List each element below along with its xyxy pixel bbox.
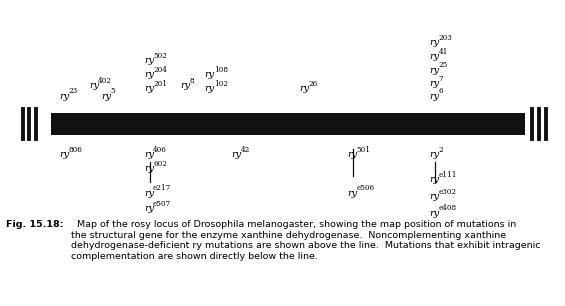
Text: ry: ry (144, 84, 154, 93)
Text: 501: 501 (357, 146, 371, 154)
Text: e302: e302 (438, 188, 457, 196)
Text: 5: 5 (111, 88, 115, 95)
Text: ry: ry (429, 151, 440, 159)
Text: 23: 23 (68, 88, 77, 95)
Text: 806: 806 (68, 146, 82, 154)
Text: Map of the rosy locus of Drosophila melanogaster, showing the map position of mu: Map of the rosy locus of Drosophila mela… (71, 220, 540, 260)
Text: 402: 402 (98, 77, 112, 85)
Text: ry: ry (429, 38, 440, 47)
Text: 26: 26 (308, 80, 318, 88)
Text: 41: 41 (438, 48, 448, 56)
Text: ry: ry (59, 92, 69, 101)
Text: 42: 42 (241, 146, 250, 154)
Text: 8: 8 (190, 77, 194, 85)
Text: e507: e507 (153, 200, 171, 208)
Text: 204: 204 (153, 66, 167, 74)
Text: ry: ry (144, 204, 154, 213)
Text: ry: ry (144, 57, 154, 65)
Text: e506: e506 (357, 185, 375, 192)
Text: ry: ry (89, 81, 99, 90)
Text: ry: ry (347, 151, 358, 159)
Text: ry: ry (429, 66, 440, 75)
Text: ry: ry (205, 70, 215, 79)
Text: ry: ry (205, 84, 215, 93)
Text: ry: ry (144, 189, 154, 198)
Text: 108: 108 (214, 66, 228, 74)
Text: ry: ry (429, 175, 440, 184)
Text: ry: ry (429, 80, 440, 88)
Text: Fig. 15.18:: Fig. 15.18: (6, 220, 63, 229)
Text: 406: 406 (153, 146, 167, 154)
Text: ry: ry (429, 192, 440, 201)
Text: 203: 203 (438, 34, 452, 42)
Text: e111: e111 (438, 171, 457, 179)
Text: 6: 6 (438, 88, 443, 95)
Text: ry: ry (232, 151, 242, 159)
Text: ry: ry (429, 52, 440, 61)
Text: ry: ry (429, 92, 440, 101)
Text: ry: ry (144, 70, 154, 79)
Text: ry: ry (102, 92, 112, 101)
Text: e217: e217 (153, 185, 171, 192)
Text: ry: ry (347, 189, 358, 198)
Text: 7: 7 (438, 75, 443, 83)
FancyBboxPatch shape (51, 113, 525, 135)
Text: ry: ry (429, 209, 440, 218)
Text: 25: 25 (438, 62, 447, 69)
Text: ry: ry (59, 151, 69, 159)
Text: e408: e408 (438, 204, 457, 212)
Text: 502: 502 (153, 52, 167, 60)
Text: ry: ry (299, 84, 310, 93)
Text: 2: 2 (438, 146, 443, 154)
Text: 201: 201 (153, 80, 167, 88)
Text: ry: ry (144, 164, 154, 173)
Text: 102: 102 (214, 80, 228, 88)
Text: ry: ry (181, 81, 191, 90)
Text: ry: ry (144, 151, 154, 159)
Text: 602: 602 (153, 160, 167, 168)
